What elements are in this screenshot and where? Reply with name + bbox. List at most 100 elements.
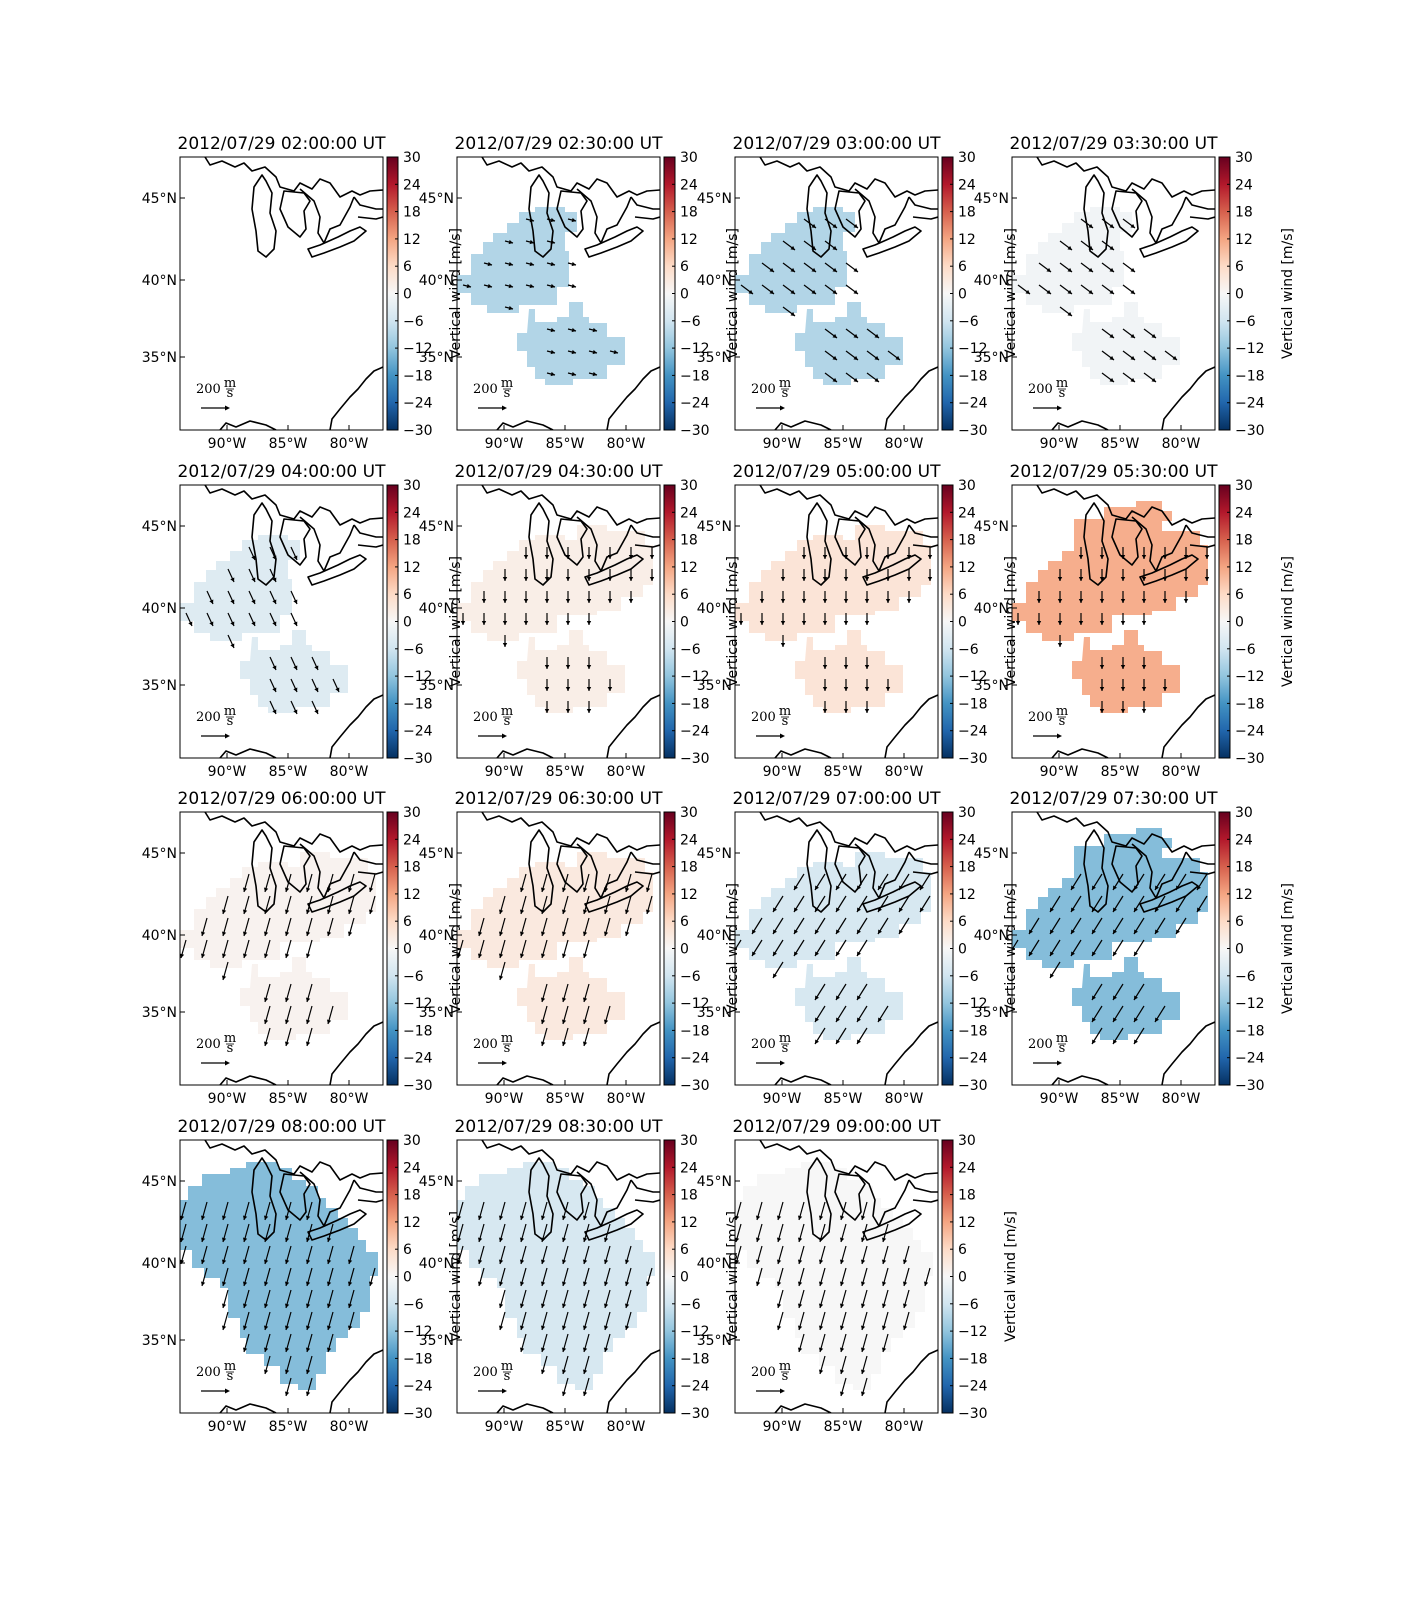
wind-arrow: [519, 1201, 527, 1221]
colorbar-tick-label: 24: [958, 1160, 976, 1176]
wind-arrow: [180, 939, 187, 959]
coastline: [353, 851, 383, 865]
wind-arrow: [565, 547, 571, 559]
colorbar-tick-label: −30: [1235, 1078, 1265, 1094]
wind-arrow: [523, 591, 529, 603]
scale-unit-numerator: m: [224, 376, 236, 391]
colorbar-tick-label: −30: [958, 751, 988, 767]
scale-arrow-head: [780, 733, 785, 739]
scale-unit-numerator: m: [501, 1359, 513, 1374]
wind-arrow: [567, 371, 577, 377]
wind-arrow: [284, 1289, 292, 1309]
wind-arrow: [586, 591, 592, 603]
colorbar-tick-label: −24: [680, 724, 710, 740]
scale-unit-denominator: s: [227, 1041, 234, 1056]
wind-arrow: [822, 613, 828, 625]
colorbar-tick-label: −18: [680, 696, 710, 712]
wind-arrow: [565, 679, 571, 691]
lon-tick-label: 90°W: [763, 436, 802, 452]
wind-arrow: [843, 591, 849, 603]
lon-tick-label: 80°W: [1162, 764, 1201, 780]
wind-arrow: [1133, 1005, 1145, 1023]
coastline: [912, 871, 938, 875]
wind-arrow: [793, 917, 805, 935]
scale-arrow-head: [1057, 1060, 1062, 1066]
wind-arrow: [263, 1005, 271, 1025]
plot-area: [1012, 812, 1215, 1085]
wind-arrow: [582, 1311, 590, 1331]
wind-arrow: [835, 1005, 847, 1023]
colorbar-tick-label: 12: [680, 1215, 698, 1231]
wind-arrow: [898, 895, 910, 913]
wind-arrow: [519, 873, 527, 893]
wind-arrow: [290, 590, 298, 605]
wind-arrow: [843, 701, 849, 713]
wind-arrow: [242, 1245, 250, 1265]
colorbar-tick-label: 6: [403, 587, 412, 603]
wind-arrow: [803, 284, 817, 295]
wind-arrow: [483, 261, 493, 267]
colorbar-tick-label: −30: [403, 1406, 433, 1422]
wind-arrow: [877, 895, 889, 913]
coastline: [279, 190, 311, 238]
lat-tick-label: 35°N: [142, 1005, 177, 1021]
plot-area: [735, 157, 938, 430]
coastline: [908, 196, 938, 210]
wind-arrow: [540, 895, 548, 915]
wind-arrow: [923, 1267, 931, 1287]
coastline: [1111, 518, 1143, 566]
scale-value: 200: [473, 1365, 498, 1380]
wind-arrow: [824, 284, 838, 295]
colorbar: 30 24 18 12 6 0 −6 −12 −18 −24 −30 Vertical wind [m…: [941, 150, 1019, 439]
wind-arrow: [902, 1245, 910, 1265]
wind-arrow: [311, 700, 319, 715]
wind-arrow: [221, 961, 229, 981]
wind-arrow: [822, 547, 828, 559]
coastline: [556, 518, 588, 566]
colorbar-tick-label: −24: [958, 1051, 988, 1067]
coastline: [307, 1209, 367, 1241]
map-panel: 2012/07/29 04:00:00 UT 200 ms 90°W 85°W 80°W 4…: [142, 462, 464, 780]
wind-arrow: [885, 679, 891, 691]
wind-arrow: [284, 939, 292, 959]
colorbar-tick-label: −12: [680, 996, 710, 1012]
wind-arrow: [814, 895, 826, 913]
wind-arrow: [624, 1311, 632, 1331]
wind-arrow: [263, 1289, 271, 1309]
wind-arrow: [347, 917, 355, 937]
wind-arrow: [864, 591, 870, 603]
colorbar-tick-label: 24: [958, 177, 976, 193]
wind-region: [565, 525, 653, 615]
wind-arrow: [269, 700, 277, 715]
colorbar: 30 24 18 12 6 0 −6 −12 −18 −24 −30 Vertical wind [m…: [941, 805, 1019, 1094]
colorbar: 30 24 18 12 6 0 −6 −12 −18 −24 −30 Vertical wind [m…: [386, 478, 464, 767]
colorbar-tick-label: 12: [1235, 887, 1253, 903]
wind-arrow: [864, 569, 870, 581]
wind-arrow: [881, 1311, 889, 1331]
colorbar-tick-label: 6: [680, 259, 689, 275]
wind-region: [457, 207, 577, 313]
wind-arrow: [797, 1223, 805, 1243]
coastline: [774, 748, 832, 758]
wind-arrow: [368, 895, 376, 915]
scale-value: 200: [196, 1365, 221, 1380]
coastline: [357, 544, 383, 548]
scale-arrow-head: [780, 1060, 785, 1066]
coastline: [1161, 366, 1215, 430]
wind-arrow: [221, 1223, 229, 1243]
wind-arrow: [540, 1027, 548, 1047]
wind-arrow: [885, 547, 891, 559]
wind-arrow: [856, 917, 868, 935]
lon-tick-label: 90°W: [1040, 1091, 1079, 1107]
wind-arrow: [877, 917, 889, 935]
wind-arrow: [290, 612, 298, 627]
wind-arrow: [839, 1311, 847, 1331]
wind-arrow: [305, 1267, 313, 1287]
colorbar-tick-label: −18: [1235, 1023, 1265, 1039]
lon-tick-label: 80°W: [1162, 1091, 1201, 1107]
wind-arrow: [645, 1267, 653, 1287]
wind-arrow: [1091, 1005, 1103, 1023]
wind-arrow: [755, 1223, 763, 1243]
wind-arrow: [582, 1355, 590, 1375]
colorbar-tick-label: 18: [680, 860, 698, 876]
